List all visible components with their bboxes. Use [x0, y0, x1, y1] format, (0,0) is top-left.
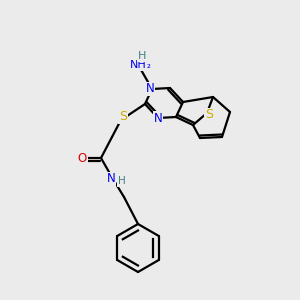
- Text: N: N: [146, 82, 154, 95]
- Text: N: N: [106, 172, 116, 185]
- Text: S: S: [205, 109, 213, 122]
- Text: H: H: [118, 176, 126, 186]
- Text: O: O: [77, 152, 87, 164]
- Text: ₂: ₂: [147, 60, 151, 70]
- Text: H: H: [138, 51, 146, 61]
- Text: S: S: [119, 110, 127, 122]
- Text: N: N: [154, 112, 162, 124]
- Text: NH: NH: [130, 60, 146, 70]
